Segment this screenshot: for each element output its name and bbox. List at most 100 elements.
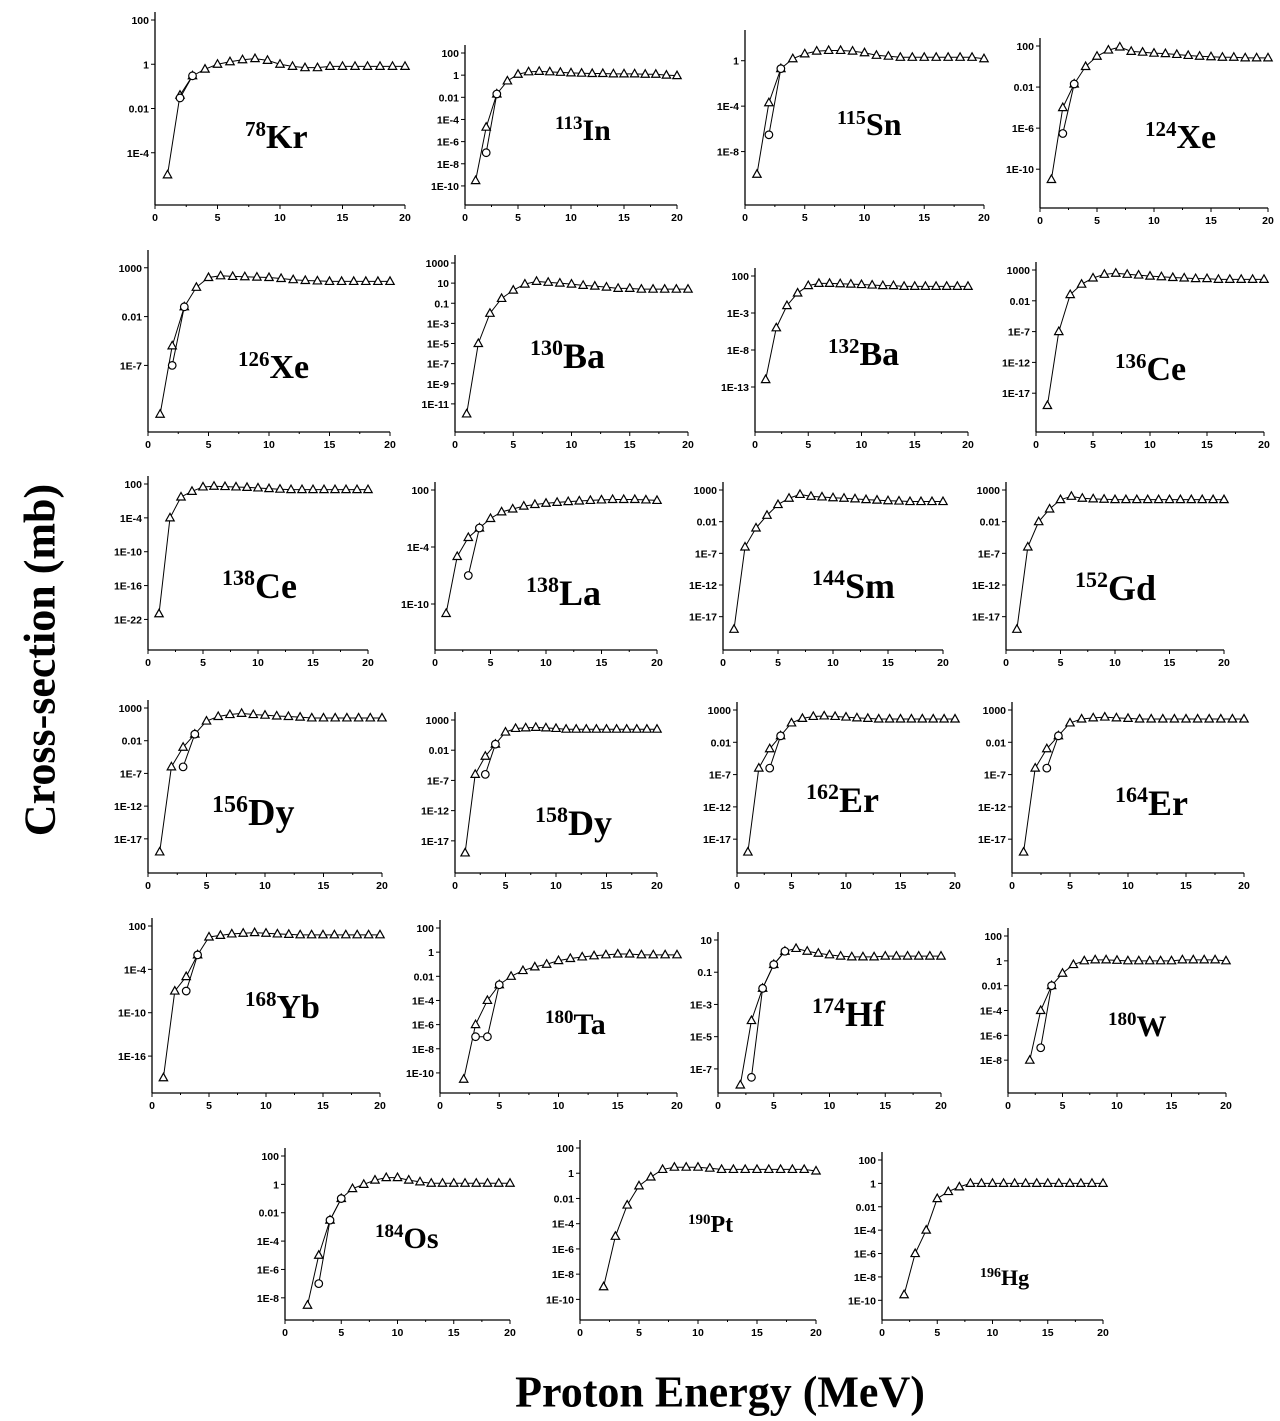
y-tick-label: 1E-4 (717, 101, 739, 113)
triangle-marker (566, 278, 577, 288)
triangle-marker (1238, 713, 1250, 723)
y-tick-label: 1E-6 (257, 1264, 279, 1276)
x-tick-label: 5 (771, 1100, 777, 1112)
y-tick-label: 1 (870, 1178, 876, 1190)
triangle-marker (504, 1177, 516, 1187)
triangle-marker (753, 762, 765, 772)
x-tick-label: 0 (452, 439, 458, 451)
triangle-marker (1076, 278, 1087, 288)
triangle-marker (873, 713, 884, 723)
triangle-marker (728, 623, 740, 633)
triangle-marker (1033, 515, 1044, 526)
y-tick-label: 1E-17 (972, 612, 1000, 624)
series-line-circle (485, 93, 498, 153)
triangle-marker (871, 49, 882, 59)
triangle-marker (877, 279, 889, 290)
triangle-marker (531, 275, 542, 285)
triangle-marker (895, 713, 906, 723)
circle-marker (769, 960, 779, 969)
triangle-marker (1125, 45, 1137, 55)
triangle-marker (529, 961, 541, 971)
y-tick-label: 1E-8 (854, 1272, 876, 1284)
triangle-marker (463, 531, 474, 542)
x-tick-label: 10 (1109, 657, 1121, 669)
triangle-marker (554, 277, 566, 287)
triangle-marker (1235, 273, 1247, 283)
circle-marker (463, 571, 473, 580)
triangle-marker (1087, 272, 1099, 282)
triangle-marker (1228, 51, 1240, 61)
x-tick-label: 15 (909, 439, 921, 451)
series-line-circle (750, 950, 786, 1078)
panel-ba-130: 0 5 10 15 20 1000 10 0.1 1E-3 1E-5 1E-7 1E-9 1E-11 13… (422, 255, 694, 451)
x-tick-label: 0 (1005, 1100, 1011, 1112)
y-tick-label: 0.01 (259, 1208, 280, 1220)
triangle-marker (919, 51, 930, 61)
triangle-marker (651, 494, 663, 505)
triangle-marker (263, 482, 275, 493)
triangle-marker (471, 1177, 482, 1187)
triangle-marker (648, 949, 659, 959)
triangle-marker (585, 494, 596, 505)
y-tick-label: 1E-4 (437, 114, 459, 126)
x-tick-label: 10 (263, 439, 275, 451)
triangle-marker (751, 168, 763, 178)
x-tick-label: 10 (540, 657, 552, 669)
triangle-marker (1224, 273, 1236, 283)
y-tick-label: 1E-17 (1002, 388, 1030, 400)
y-tick-label: 100 (128, 921, 146, 933)
y-tick-label: 1000 (426, 715, 450, 727)
triangle-marker (1066, 490, 1077, 500)
panel-dy-158: 0 5 10 15 20 1000 0.01 1E-7 1E-12 1E-17 158Dy (421, 712, 663, 892)
y-tick-label: 1E-17 (703, 834, 731, 846)
triangle-marker (272, 928, 283, 938)
x-tick-label: 15 (337, 212, 349, 224)
x-tick-label: 15 (1180, 880, 1192, 892)
x-tick-label: 5 (805, 439, 811, 451)
panel-sm-144: 0 5 10 15 20 1000 0.01 1E-7 1E-12 1E-17 144Sm (689, 482, 949, 669)
x-tick-label: 20 (1097, 1327, 1109, 1339)
x-tick-label: 10 (553, 1100, 565, 1112)
triangle-marker (1175, 493, 1186, 504)
circle-marker (1069, 79, 1079, 89)
nuclide-label: 180Ta (545, 1007, 606, 1041)
triangle-marker (180, 970, 192, 981)
triangle-marker (924, 950, 936, 960)
y-tick-label: 0.01 (122, 736, 143, 748)
triangle-marker (618, 493, 629, 504)
triangle-marker (862, 712, 874, 723)
y-tick-label: 100 (731, 271, 749, 283)
triangle-marker (680, 1161, 692, 1171)
y-tick-label: 0.01 (982, 981, 1003, 993)
y-tick-label: 10 (700, 935, 712, 947)
triangle-marker (932, 1192, 943, 1203)
nuclide-label: 174Hf (812, 993, 886, 1034)
panel-os-184: 0 5 10 15 20 100 1 0.01 1E-4 1E-6 1E-8 184Os (257, 1148, 516, 1339)
y-tick-label: 1E-17 (114, 834, 142, 846)
triangle-marker (237, 54, 248, 64)
triangle-marker (1198, 954, 1210, 964)
y-tick-label: 1E-7 (427, 359, 449, 371)
circle-marker (764, 130, 774, 140)
x-tick-label: 5 (200, 657, 206, 669)
triangle-marker (1258, 273, 1270, 283)
y-tick-label: 1E-4 (127, 148, 149, 160)
triangle-marker (838, 492, 850, 502)
triangle-marker (1166, 955, 1177, 965)
triangle-marker (835, 950, 846, 960)
triangle-marker (1024, 1054, 1036, 1064)
y-tick-label: 100 (411, 485, 429, 497)
circle-marker (167, 361, 177, 370)
triangle-marker (1029, 762, 1041, 772)
triangle-marker (763, 96, 775, 107)
y-tick-label: 1E-12 (689, 580, 717, 592)
x-tick-label: 0 (1037, 215, 1043, 227)
x-tick-label: 0 (452, 880, 458, 892)
triangle-marker (775, 1163, 786, 1174)
triangle-marker (1155, 955, 1166, 965)
series-line-triangle (167, 58, 405, 175)
y-tick-label: 0.01 (429, 745, 450, 757)
triangle-marker (374, 929, 386, 939)
x-tick-label: 0 (149, 1100, 155, 1112)
triangle-marker (621, 1199, 633, 1209)
